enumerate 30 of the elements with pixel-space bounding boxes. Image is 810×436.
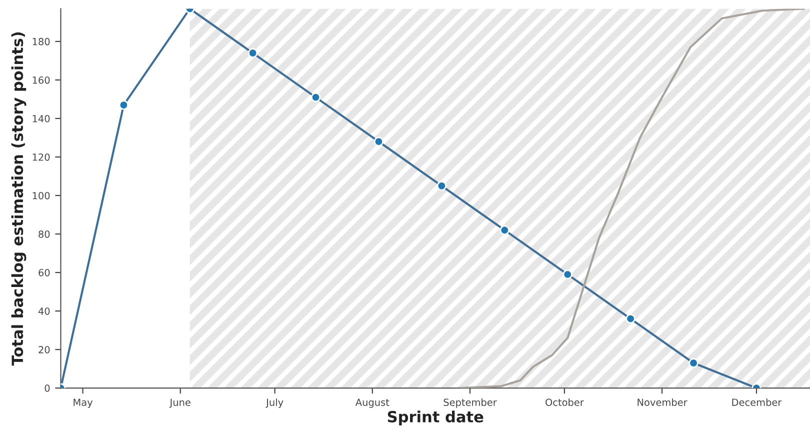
x-tick-label: August [355, 398, 390, 408]
point [562, 270, 572, 280]
y-tick-label: 180 [32, 38, 50, 46]
point [310, 92, 321, 102]
y-tick-label: 60 [38, 268, 50, 276]
x-tick-label: December [732, 398, 782, 406]
x-tick-label: June [169, 398, 190, 408]
point [248, 48, 258, 58]
x-tick-label: November [638, 398, 688, 406]
x-axis-title: Sprint date [388, 410, 484, 426]
y-tick-label: 80 [38, 230, 50, 238]
point [626, 314, 636, 324]
point [374, 136, 384, 146]
y-tick-label: 140 [32, 114, 50, 122]
y-tick-label: 120 [32, 153, 50, 161]
point [500, 225, 510, 236]
line-series [460, 8, 805, 388]
y-tick-label: 20 [38, 346, 50, 354]
point [118, 100, 129, 110]
x-tick-label: September [444, 398, 497, 408]
x-tick-label: October [546, 398, 584, 406]
y-tick-label: 100 [32, 192, 50, 200]
x-tick-label: May [74, 398, 93, 408]
y-axis-title: Total backlog estimation (story points) [11, 32, 26, 366]
y-tick-label: 40 [38, 308, 50, 315]
x-tick-label: July [266, 398, 284, 408]
point [436, 181, 447, 191]
y-tick-label: 0 [44, 384, 50, 392]
y-tick-label: 160 [32, 76, 50, 84]
point [688, 358, 698, 368]
